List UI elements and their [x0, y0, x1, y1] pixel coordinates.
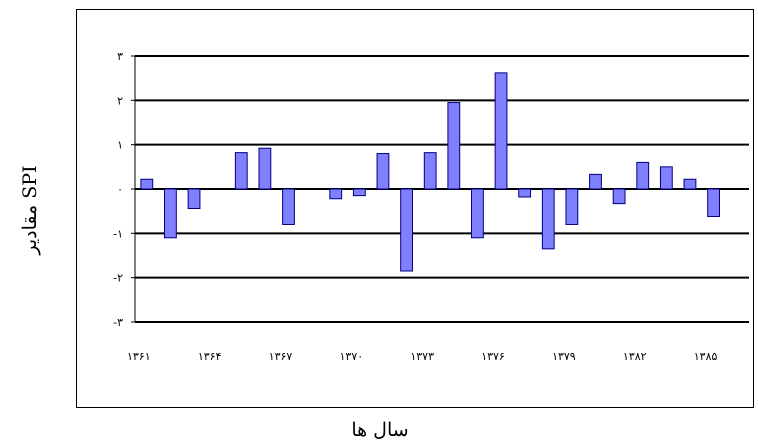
- bar-1362: [164, 188, 177, 239]
- x-tick-label: ۱۳۸۵: [694, 350, 718, 363]
- y-tick-label: ۱: [117, 139, 123, 152]
- bar-1373: [423, 152, 437, 190]
- bar-1370: [352, 188, 366, 197]
- bar-1371: [376, 153, 390, 190]
- x-tick-label: ۱۳۷۹: [552, 350, 576, 363]
- bar-1384: [683, 178, 697, 190]
- bar-1367: [282, 188, 295, 225]
- x-axis-title: سال ها: [351, 419, 409, 441]
- bar-1380: [589, 173, 602, 190]
- bar-1385: [707, 188, 720, 217]
- y-tick-label: ۰: [117, 183, 123, 196]
- y-tick-label: -۳: [113, 316, 123, 329]
- bar-1382: [636, 161, 650, 190]
- x-tick-label: ۱۳۸۲: [623, 350, 647, 363]
- y-axis-title: مقادیر SPI: [19, 165, 41, 255]
- bar-1369: [329, 188, 343, 200]
- x-tick-label: ۱۳۷۰: [340, 350, 364, 363]
- bar-1365: [234, 152, 248, 190]
- bar-1378: [541, 188, 555, 250]
- y-tick-label: -۲: [113, 272, 123, 285]
- x-tick-label: ۱۳۶۴: [198, 350, 222, 363]
- bar-1376: [494, 72, 508, 190]
- bar-1377: [518, 188, 532, 198]
- bar-1361: [140, 178, 154, 190]
- x-tick-label: ۱۳۷۶: [481, 350, 505, 363]
- bar-1383: [659, 166, 673, 190]
- y-tick-label: ۲: [117, 94, 123, 107]
- bar-1374: [447, 102, 461, 190]
- bar-1363: [187, 188, 201, 210]
- bar-1375: [471, 188, 484, 239]
- bar-1379: [565, 188, 579, 225]
- bar-1372: [400, 188, 413, 272]
- x-tick-label: ۱۳۶۱: [127, 350, 151, 363]
- chart-frame: [76, 9, 754, 408]
- bar-1366: [258, 147, 272, 190]
- x-tick-label: ۱۳۷۳: [410, 350, 434, 363]
- bar-1381: [612, 188, 626, 205]
- x-tick-label: ۱۳۶۷: [269, 350, 293, 363]
- y-tick-label: ۳: [117, 50, 123, 63]
- y-tick-label: -۱: [113, 227, 123, 240]
